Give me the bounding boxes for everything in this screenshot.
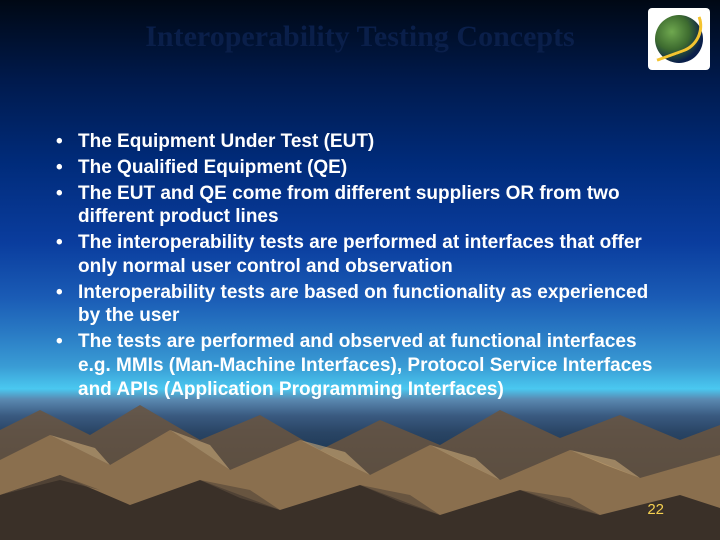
bullet-item: Interoperability tests are based on func… bbox=[50, 281, 670, 329]
slide-title: Interoperability Testing Concepts bbox=[0, 20, 720, 54]
logo-globe-icon bbox=[655, 15, 703, 63]
bullet-item: The tests are performed and observed at … bbox=[50, 330, 670, 401]
content-area: The Equipment Under Test (EUT) The Quali… bbox=[50, 130, 670, 403]
bullet-item: The Equipment Under Test (EUT) bbox=[50, 130, 670, 154]
slide: Interoperability Testing Concepts The Eq… bbox=[0, 0, 720, 540]
bullet-list: The Equipment Under Test (EUT) The Quali… bbox=[50, 130, 670, 401]
logo-swoosh-icon bbox=[648, 16, 710, 61]
bullet-item: The EUT and QE come from different suppl… bbox=[50, 182, 670, 230]
page-number: 22 bbox=[647, 501, 664, 518]
bullet-item: The Qualified Equipment (QE) bbox=[50, 156, 670, 180]
bullet-item: The interoperability tests are performed… bbox=[50, 231, 670, 279]
logo bbox=[648, 8, 710, 70]
